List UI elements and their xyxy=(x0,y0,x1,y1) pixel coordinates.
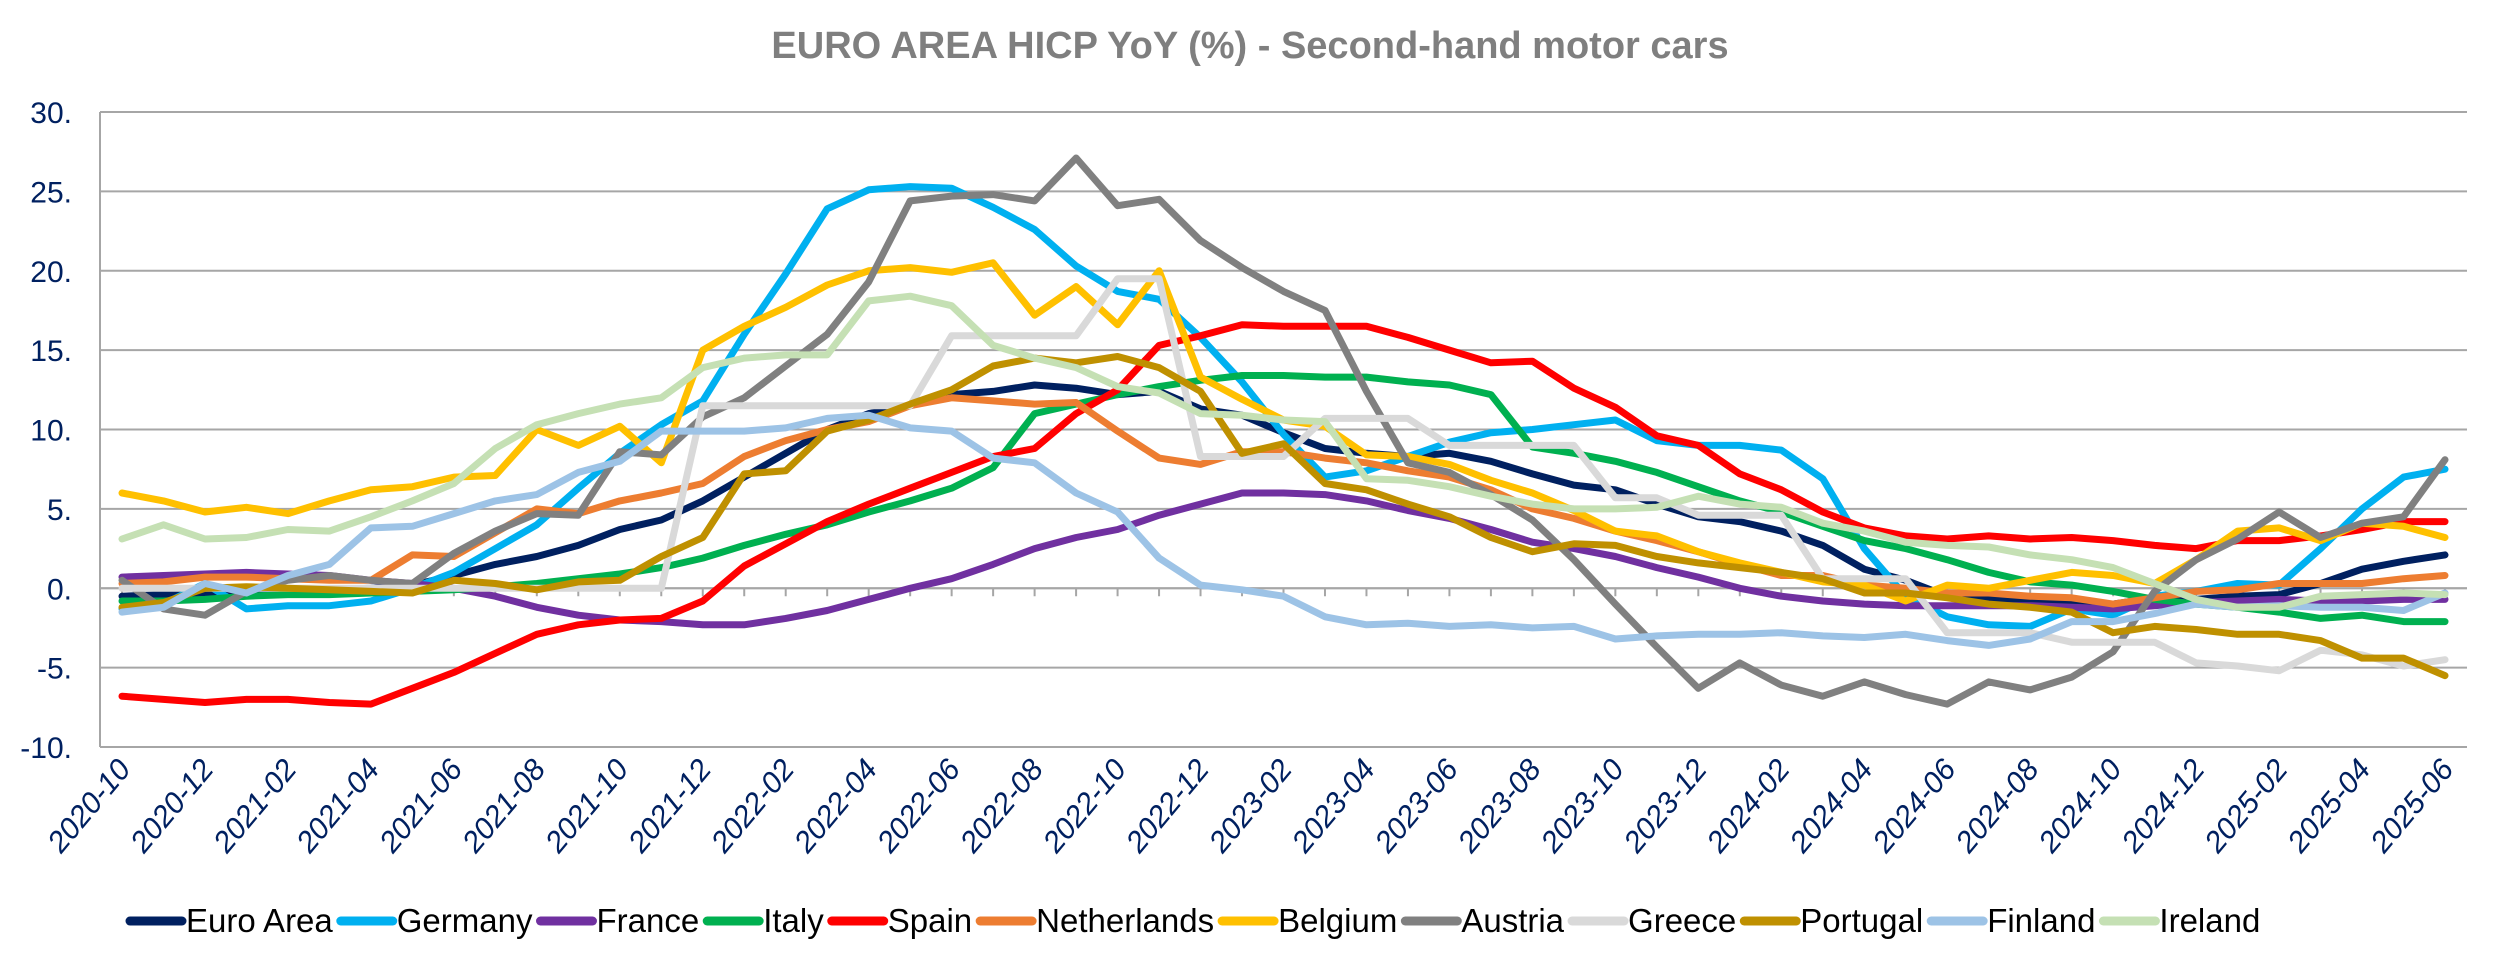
x-tick-label: 2023-02 xyxy=(1202,753,1299,860)
x-tick-label: 2023-08 xyxy=(1451,753,1548,860)
legend-label: Italy xyxy=(763,902,824,939)
x-tick-label: 2021-08 xyxy=(455,753,552,860)
legend-item-euro-area: Euro Area xyxy=(125,902,333,939)
legend-item-italy: Italy xyxy=(702,902,824,939)
x-tick-label: 2025-02 xyxy=(2198,753,2295,860)
legend-label: Finland xyxy=(1987,902,2095,939)
series-line-germany xyxy=(118,183,2449,630)
x-tick-label: 2023-12 xyxy=(1617,753,1714,860)
x-tick-label: 2024-12 xyxy=(2115,753,2212,860)
legend-item-austria: Austria xyxy=(1400,902,1565,939)
y-tick-label: 30. xyxy=(30,97,72,130)
legend-item-belgium: Belgium xyxy=(1217,902,1397,939)
series-line-ireland xyxy=(118,292,2449,611)
legend-item-france: France xyxy=(535,902,699,939)
y-tick-label: 10. xyxy=(30,415,72,448)
x-tick-label: 2022-12 xyxy=(1119,753,1216,860)
x-tick-label: 2024-10 xyxy=(2032,753,2129,860)
series-lines xyxy=(118,154,2449,708)
x-tick-label: 2021-02 xyxy=(207,753,304,860)
y-tick-label: 5. xyxy=(47,494,72,527)
x-tick-label: 2022-06 xyxy=(870,753,967,860)
y-tick-label: 20. xyxy=(30,256,72,289)
x-tick-label: 2024-02 xyxy=(1700,753,1797,860)
legend-item-germany: Germany xyxy=(336,902,533,939)
x-tick-label: 2025-06 xyxy=(2364,753,2461,860)
x-tick-label: 2022-08 xyxy=(953,753,1050,860)
legend-item-spain: Spain xyxy=(827,902,972,939)
x-axis-tick-labels: 2020-102020-122021-022021-042021-062021-… xyxy=(41,753,2461,860)
legend-label: Ireland xyxy=(2159,902,2260,939)
legend: Euro Area Germany France Italy Spain Netherla… xyxy=(125,902,2260,939)
x-tick-label: 2022-10 xyxy=(1036,753,1133,860)
series-line-portugal xyxy=(118,353,2449,680)
legend-item-greece: Greece xyxy=(1567,902,1736,939)
legend-item-portugal: Portugal xyxy=(1739,902,1923,939)
legend-item-netherlands: Netherlands xyxy=(975,902,1214,939)
y-tick-label: 0. xyxy=(47,573,72,606)
x-tick-label: 2022-04 xyxy=(787,753,884,859)
y-axis-ticks: 30. 25. 20. 15. 10. 5. 0. -5. -10. xyxy=(20,97,72,765)
legend-label: Netherlands xyxy=(1036,902,1214,939)
x-tick-label: 2024-06 xyxy=(1866,753,1963,860)
legend-item-finland: Finland xyxy=(1926,902,2095,939)
legend-label: Portugal xyxy=(1800,902,1923,939)
series-line-finland xyxy=(118,411,2449,649)
x-tick-label: 2023-06 xyxy=(1368,753,1465,860)
legend-label: Austria xyxy=(1461,902,1564,939)
x-tick-label: 2021-10 xyxy=(538,753,635,860)
legend-item-ireland: Ireland xyxy=(2098,902,2260,939)
legend-label: Belgium xyxy=(1278,902,1397,939)
y-tick-label: 15. xyxy=(30,335,72,368)
x-tick-label: 2022-02 xyxy=(704,753,801,860)
x-tick-label: 2025-04 xyxy=(2281,753,2378,859)
legend-label: France xyxy=(596,902,699,939)
y-tick-label: -5. xyxy=(37,653,72,686)
series-line-spain xyxy=(118,321,2449,708)
x-tick-label: 2020-10 xyxy=(41,753,138,860)
y-tick-label: -10. xyxy=(20,732,72,765)
x-tick-label: 2024-04 xyxy=(1783,753,1880,859)
chart-title: EURO AREA HICP YoY (%) - Second-hand mot… xyxy=(771,25,1728,67)
y-tick-label: 25. xyxy=(30,176,72,209)
x-tick-label: 2023-04 xyxy=(1285,753,1382,859)
x-tick-label: 2021-06 xyxy=(373,753,470,860)
x-tick-label: 2023-10 xyxy=(1534,753,1631,860)
series-line-austria xyxy=(118,154,2449,708)
legend-label: Greece xyxy=(1628,902,1736,939)
x-tick-label: 2020-12 xyxy=(124,753,221,860)
x-tick-label: 2021-12 xyxy=(621,753,718,860)
x-tick-label: 2024-08 xyxy=(1949,753,2046,860)
x-tick-label: 2021-04 xyxy=(290,753,387,859)
legend-label: Germany xyxy=(397,902,533,939)
legend-label: Euro Area xyxy=(186,902,333,939)
legend-label: Spain xyxy=(888,902,972,939)
series-line-france xyxy=(118,489,2449,629)
